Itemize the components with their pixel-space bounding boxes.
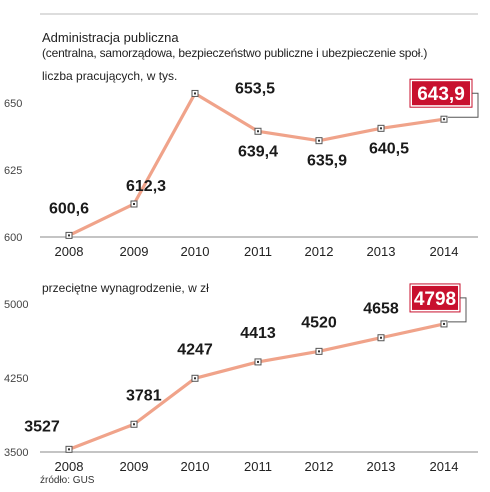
data-point-dot	[380, 127, 382, 130]
highlight-leader	[448, 297, 467, 323]
x-tick-label: 2014	[430, 459, 459, 474]
x-tick-label: 2013	[367, 459, 396, 474]
y-tick-label: 3500	[4, 447, 28, 459]
data-label: 640,5	[369, 140, 409, 157]
data-point-dot	[443, 118, 445, 121]
x-tick-label: 2008	[55, 244, 84, 259]
data-label: 3527	[24, 418, 60, 435]
data-label: 653,5	[235, 80, 275, 97]
y-tick-label: 600	[4, 232, 22, 244]
series-line	[68, 91, 445, 237]
x-tick-label: 2011	[244, 244, 272, 259]
data-label-highlight: 4798	[414, 289, 456, 310]
source-note: źródło: GUS	[40, 475, 95, 486]
data-label: 4658	[363, 301, 399, 318]
data-point-dot	[68, 234, 70, 237]
y-axis-label: liczba pracujących, w tys.	[42, 69, 177, 83]
data-point-dot	[68, 448, 70, 451]
data-label: 600,6	[49, 200, 89, 217]
highlight-box	[412, 81, 470, 106]
chart-subtitle: (centralna, samorządowa, bezpieczeństwo …	[42, 46, 428, 60]
x-tick-label: 2014	[430, 244, 459, 259]
data-point-dot	[318, 350, 320, 353]
x-tick-label: 2010	[181, 244, 210, 259]
y-tick-label: 625	[4, 165, 22, 177]
data-point-dot	[443, 322, 445, 325]
x-tick-label: 2009	[120, 459, 149, 474]
data-label: 639,4	[238, 143, 278, 160]
highlight-leader	[448, 92, 479, 118]
y-axis-label: przeciętne wynagrodzenie, w zł	[42, 281, 209, 295]
data-label: 635,9	[307, 153, 347, 170]
x-tick-label: 2009	[120, 244, 149, 259]
data-point-dot	[257, 360, 259, 363]
y-tick-label: 5000	[4, 299, 28, 311]
x-tick-label: 2011	[244, 459, 272, 474]
x-tick-label: 2010	[181, 459, 210, 474]
data-point-dot	[194, 377, 196, 380]
x-tick-label: 2012	[305, 244, 334, 259]
data-point-dot	[194, 92, 196, 95]
line-chart-panel-2: 3500 4250 5000 przeciętne wynagrodzenie, w …	[4, 281, 478, 474]
data-label: 4247	[177, 341, 213, 358]
data-label-highlight: 643,9	[417, 84, 465, 105]
highlight-box	[412, 285, 458, 310]
data-point-dot	[133, 423, 135, 426]
data-label: 612,3	[126, 178, 166, 195]
data-point-dot	[257, 130, 259, 133]
x-tick-label: 2008	[55, 459, 84, 474]
data-label: 4413	[240, 325, 276, 342]
y-tick-label: 650	[4, 98, 22, 110]
data-label: 4520	[301, 314, 337, 331]
x-tick-label: 2013	[367, 244, 396, 259]
data-point-dot	[380, 336, 382, 339]
chart-title: Administracja publiczna	[42, 30, 179, 45]
x-tick-label: 2012	[305, 459, 334, 474]
y-tick-label: 4250	[4, 373, 28, 385]
line-chart-panel-1: 600 625 650 liczba pracujących, w tys. 2008 2…	[4, 69, 479, 259]
data-point-dot	[133, 202, 135, 205]
data-label: 3781	[126, 387, 162, 404]
data-point-dot	[318, 139, 320, 142]
